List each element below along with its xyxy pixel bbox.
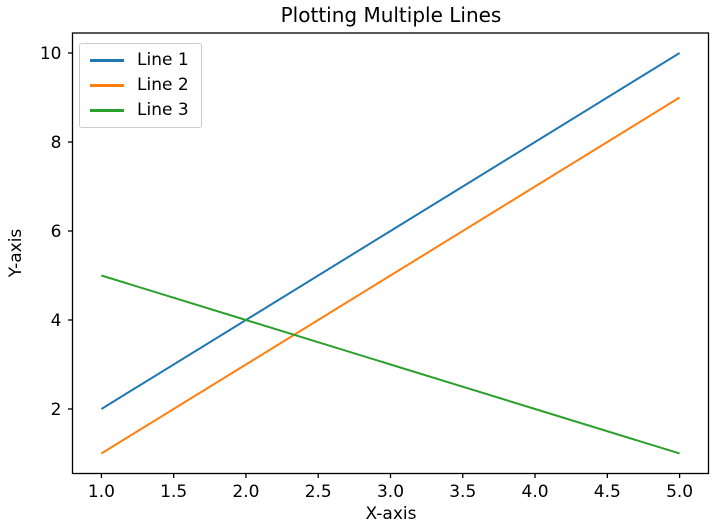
plot-border [71,32,710,475]
y-tick-label: 8 [51,133,62,153]
legend-line-swatch [90,84,124,87]
x-tick-label: 2.0 [232,482,259,502]
legend-item-2: Line 2 [90,76,189,95]
x-tick-label: 2.5 [305,482,332,502]
legend-item-3: Line 3 [90,101,189,120]
y-tick-label: 4 [51,311,62,331]
y-axis-label: Y-axis [6,228,26,278]
x-axis-label: X-axis [365,504,417,524]
x-tick-label: 1.5 [160,482,187,502]
y-tick-label: 2 [51,400,62,420]
x-tick-label: 4.0 [522,482,549,502]
x-tick-label: 3.5 [449,482,476,502]
x-tick-label: 3.0 [377,482,404,502]
series-line-3 [101,274,680,455]
x-tick-label: 5.0 [666,482,693,502]
legend-label: Line 3 [137,100,189,120]
y-tick-label: 6 [51,222,62,242]
x-tick-label: 4.5 [594,482,621,502]
legend-line-swatch [90,109,124,112]
legend-label: Line 1 [137,50,189,70]
x-tick-label: 1.0 [88,482,115,502]
y-tick-label: 10 [40,44,62,64]
series-line-2 [100,96,681,455]
series-line-1 [100,52,681,410]
legend: Line 1 Line 2 Line 3 [79,43,202,128]
legend-line-swatch [90,59,124,62]
chart-title: Plotting Multiple Lines [280,3,502,27]
legend-item-1: Line 1 [90,51,189,70]
legend-label: Line 2 [137,75,189,95]
